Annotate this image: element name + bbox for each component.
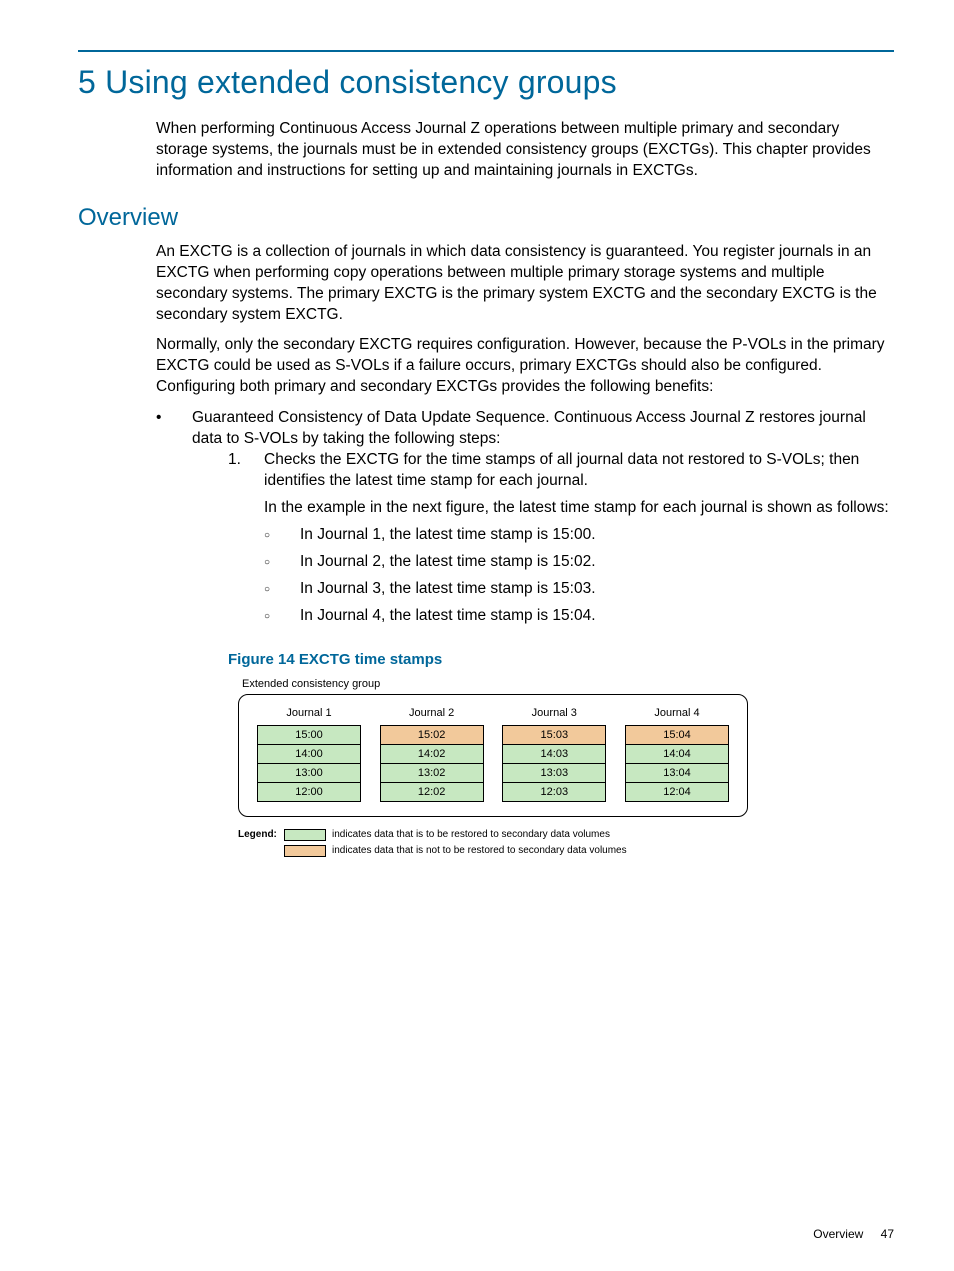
bullet-text: Guaranteed Consistency of Data Update Se… — [192, 408, 894, 638]
overview-p2: Normally, only the secondary EXCTG requi… — [156, 335, 894, 398]
circ-text: In Journal 1, the latest time stamp is 1… — [300, 525, 894, 546]
bullet-marker: • — [156, 408, 192, 638]
page-footer: Overview 47 — [813, 1227, 894, 1241]
step1-note: In the example in the next figure, the l… — [264, 498, 894, 519]
top-rule — [78, 50, 894, 52]
timestamp-cell: 14:03 — [502, 745, 606, 764]
num-text: Checks the EXCTG for the time stamps of … — [264, 450, 894, 632]
circ-marker: ○ — [264, 525, 300, 546]
exctg-group-box: Journal 1 15:0014:0013:0012:00 Journal 2 15… — [238, 694, 748, 817]
legend-row-restore: Legend: indicates data that is to be res… — [238, 829, 894, 841]
circ-marker: ○ — [264, 579, 300, 600]
journal-column: Journal 3 15:0314:0313:0312:03 — [502, 707, 606, 802]
timestamp-cell: 14:04 — [625, 745, 729, 764]
timestamp-cell: 14:02 — [380, 745, 484, 764]
legend-text-restore: indicates data that is to be restored to… — [332, 829, 610, 840]
timestamp-cell: 13:00 — [257, 764, 361, 783]
numbered-item: 1. Checks the EXCTG for the time stamps … — [228, 450, 894, 632]
legend-row-norestore: indicates data that is not to be restore… — [238, 845, 894, 857]
overview-p1: An EXCTG is a collection of journals in … — [156, 242, 894, 326]
section-title-overview: Overview — [78, 204, 894, 232]
journal-header: Journal 3 — [502, 707, 606, 719]
timestamp-cell: 12:00 — [257, 783, 361, 802]
num-marker: 1. — [228, 450, 264, 632]
circle-item: ○ In Journal 2, the latest time stamp is… — [264, 552, 894, 573]
journal-header: Journal 2 — [380, 707, 484, 719]
journal-header: Journal 1 — [257, 707, 361, 719]
circ-text: In Journal 4, the latest time stamp is 1… — [300, 606, 894, 627]
circ-text: In Journal 2, the latest time stamp is 1… — [300, 552, 894, 573]
document-page: 5 Using extended consistency groups When… — [0, 0, 954, 891]
journal-column: Journal 4 15:0414:0413:0412:04 — [625, 707, 729, 802]
legend-text-norestore: indicates data that is not to be restore… — [332, 845, 627, 856]
chapter-title: 5 Using extended consistency groups — [78, 64, 894, 101]
timestamp-cell: 12:04 — [625, 783, 729, 802]
figure-legend: Legend: indicates data that is to be res… — [238, 829, 894, 857]
timestamp-cell: 14:00 — [257, 745, 361, 764]
circle-item: ○ In Journal 3, the latest time stamp is… — [264, 579, 894, 600]
timestamp-cell: 12:03 — [502, 783, 606, 802]
bullet-1-text: Guaranteed Consistency of Data Update Se… — [192, 409, 866, 447]
footer-page-number: 47 — [881, 1227, 894, 1241]
bullet-list: • Guaranteed Consistency of Data Update … — [156, 408, 894, 638]
journal-column: Journal 2 15:0214:0213:0212:02 — [380, 707, 484, 802]
timestamp-cell: 15:04 — [625, 725, 729, 745]
circ-marker: ○ — [264, 606, 300, 627]
legend-swatch-norestore — [284, 845, 326, 857]
timestamp-cell: 12:02 — [380, 783, 484, 802]
timestamp-cell: 13:04 — [625, 764, 729, 783]
journal-header: Journal 4 — [625, 707, 729, 719]
legend-swatch-restore — [284, 829, 326, 841]
legend-label: Legend: — [238, 829, 284, 840]
figure-14: Extended consistency group Journal 1 15:0… — [238, 678, 894, 857]
circ-text: In Journal 3, the latest time stamp is 1… — [300, 579, 894, 600]
journal-column: Journal 1 15:0014:0013:0012:00 — [257, 707, 361, 802]
footer-section: Overview — [813, 1227, 863, 1241]
chapter-intro: When performing Continuous Access Journa… — [156, 119, 894, 182]
bullet-item: • Guaranteed Consistency of Data Update … — [156, 408, 894, 638]
timestamp-cell: 15:03 — [502, 725, 606, 745]
circle-list: ○ In Journal 1, the latest time stamp is… — [264, 525, 894, 627]
timestamp-cell: 13:02 — [380, 764, 484, 783]
circ-marker: ○ — [264, 552, 300, 573]
step1-text: Checks the EXCTG for the time stamps of … — [264, 451, 859, 489]
timestamp-cell: 15:02 — [380, 725, 484, 745]
figure-caption: Figure 14 EXCTG time stamps — [228, 651, 894, 668]
circle-item: ○ In Journal 4, the latest time stamp is… — [264, 606, 894, 627]
timestamp-cell: 15:00 — [257, 725, 361, 745]
circle-item: ○ In Journal 1, the latest time stamp is… — [264, 525, 894, 546]
timestamp-cell: 13:03 — [502, 764, 606, 783]
numbered-list: 1. Checks the EXCTG for the time stamps … — [228, 450, 894, 632]
figure-group-label: Extended consistency group — [242, 678, 894, 690]
